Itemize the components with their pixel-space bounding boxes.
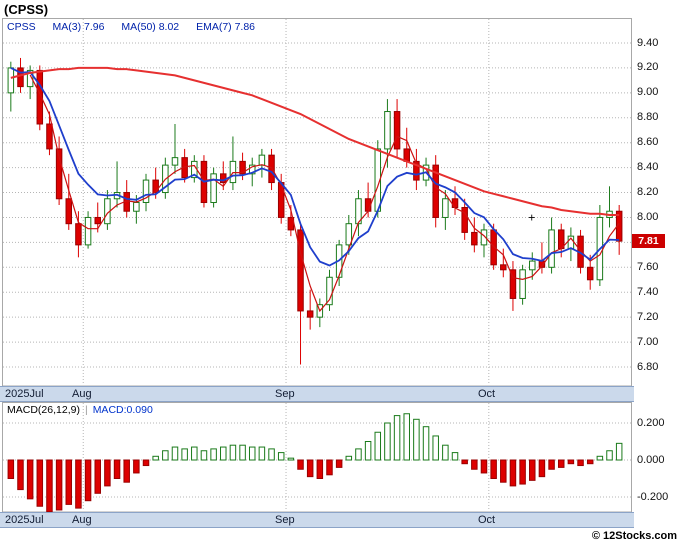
month-label: 2025Jul (5, 388, 44, 400)
plus-marker: + (528, 210, 535, 224)
month-label: Oct (478, 514, 496, 526)
price-axis-label: 7.20 (637, 310, 659, 323)
price-axis-label: 6.80 (637, 360, 659, 373)
month-label: 2025Jul (5, 514, 44, 526)
price-axis-label: 7.00 (637, 335, 659, 348)
page-title: (CPSS) (4, 2, 49, 17)
macd-axis-label: 0.200 (637, 416, 665, 429)
month-label: Oct (478, 388, 496, 400)
price-axis-label: 8.20 (637, 186, 659, 199)
chart-legend: CPSS MA(3) 7.96 MA(50) 8.02 EMA(7) 7.86 (7, 21, 269, 33)
price-axis-label: 8.60 (637, 136, 659, 149)
macd-separator: | (84, 404, 88, 416)
price-axis-label: 9.20 (637, 61, 659, 74)
month-label: Aug (72, 514, 92, 526)
price-axis-label: 8.80 (637, 111, 659, 124)
price-axis-label: 8.40 (637, 161, 659, 174)
legend-ma3: MA(3) 7.96 (52, 21, 105, 33)
month-label: Aug (72, 388, 92, 400)
macd-axis-label: -0.200 (637, 490, 669, 503)
price-axis-label: 7.40 (637, 285, 659, 298)
legend-ema7: EMA(7) 7.86 (196, 21, 256, 33)
month-label: Sep (275, 388, 295, 400)
macd-axis-label: 0.000 (637, 453, 665, 466)
price-axis-label: 7.60 (637, 260, 659, 273)
date-axis-main: 2025Jul Aug Sep Oct (0, 386, 634, 402)
price-axis-label: 8.00 (637, 210, 659, 223)
legend-symbol: CPSS (7, 21, 36, 33)
current-price-badge: 7.81 (632, 234, 665, 248)
macd-value: MACD:0.090 (92, 404, 153, 416)
macd-label: MACD(26,12,9) (7, 404, 80, 416)
macd-legend: MACD(26,12,9) | MACD:0.090 (7, 404, 153, 416)
price-axis-label: 9.40 (637, 36, 659, 49)
date-axis-macd: 2025Jul Aug Sep Oct (0, 512, 634, 528)
copyright-link[interactable]: © 12Stocks.com (591, 530, 677, 542)
legend-ma50: MA(50) 8.02 (121, 21, 180, 33)
month-label: Sep (275, 514, 295, 526)
price-axis-label: 9.00 (637, 86, 659, 99)
